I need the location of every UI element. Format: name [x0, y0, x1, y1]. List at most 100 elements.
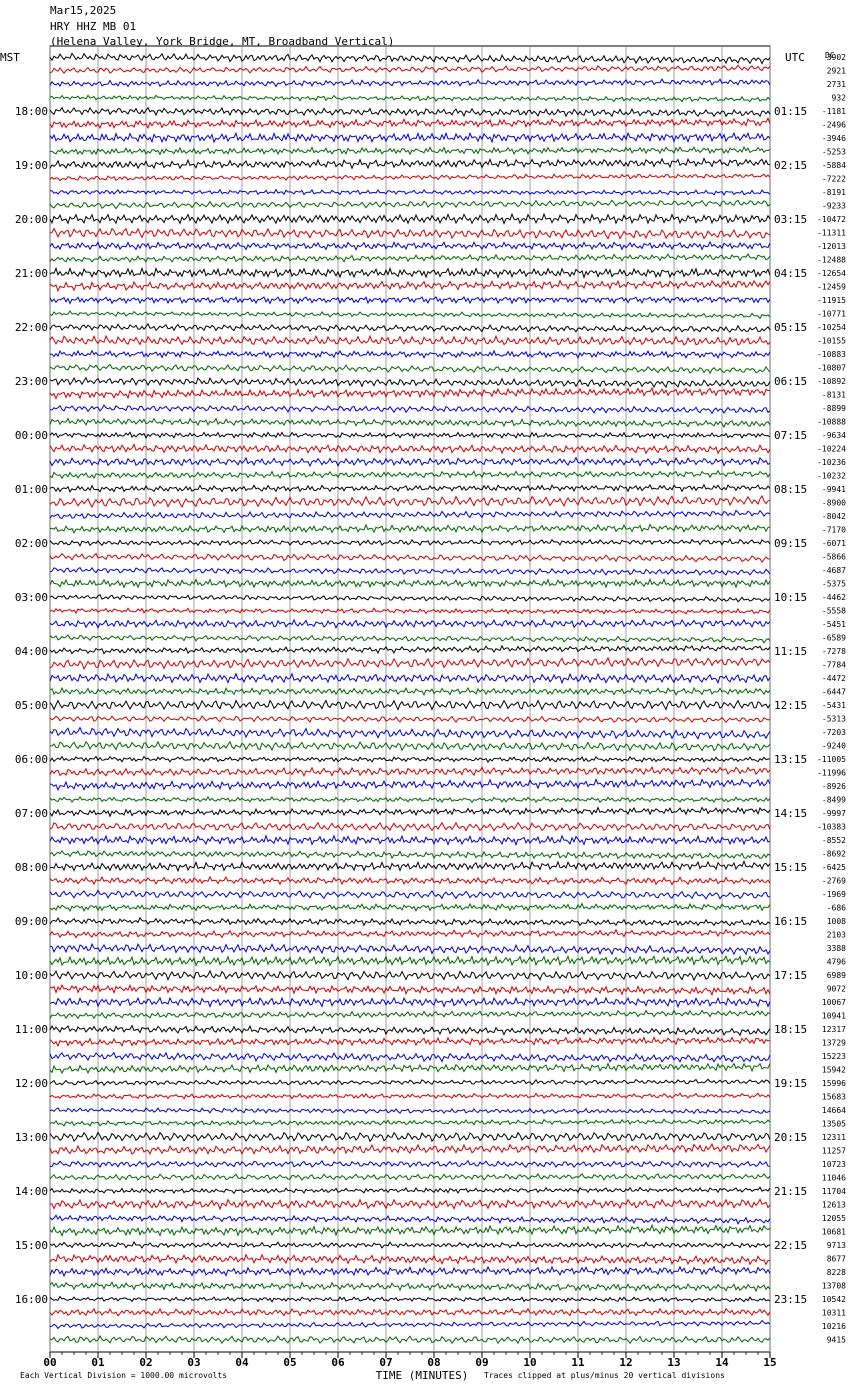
- trace-offset-label: -9240: [822, 742, 846, 751]
- trace-offset-label: 15683: [822, 1093, 846, 1102]
- trace-offset-label: 4796: [827, 958, 846, 967]
- seismic-trace: [49, 740, 771, 752]
- footer-scale-note: Each Vertical Division = 1000.00 microvo…: [20, 1371, 228, 1380]
- trace-offset-label: -10383: [817, 823, 846, 832]
- seismic-trace: [49, 131, 771, 144]
- right-hour-label: 13:15: [774, 753, 807, 766]
- seismic-trace: [49, 386, 771, 400]
- left-hour-label: 10:00: [15, 969, 48, 982]
- trace-offset-label: -5253: [822, 148, 846, 157]
- seismic-trace: [49, 538, 771, 547]
- trace-offset-label: -7222: [822, 175, 846, 184]
- x-tick-label: 15: [763, 1356, 776, 1369]
- trace-offset-label: 11046: [822, 1174, 846, 1183]
- trace-offset-label: 12311: [822, 1133, 846, 1142]
- trace-offset-label: -5375: [822, 580, 846, 589]
- x-tick-label: 12: [619, 1356, 632, 1369]
- seismic-trace: [49, 1295, 771, 1303]
- trace-offset-label: -10892: [817, 377, 846, 386]
- trace-offset-label: -10888: [817, 418, 846, 427]
- trace-offset-label: 12317: [822, 1025, 846, 1034]
- trace-offset-label: -1181: [822, 107, 846, 116]
- trace-offset-label: 13729: [822, 1039, 846, 1048]
- trace-offset-label: 2731: [827, 80, 846, 89]
- seismic-trace: [49, 954, 771, 967]
- seismic-trace: [49, 431, 771, 440]
- seismic-trace: [49, 765, 771, 778]
- right-hour-label: 07:15: [774, 429, 807, 442]
- trace-offset-label: -7203: [822, 728, 846, 737]
- trace-offset-label: -10224: [817, 445, 846, 454]
- seismic-trace: [49, 78, 771, 88]
- trace-offset-label: -10472: [817, 215, 846, 224]
- trace-offset-label: 2103: [827, 931, 846, 940]
- trace-offset-label: -10236: [817, 458, 846, 467]
- left-hour-label: 22:00: [15, 321, 48, 334]
- seismic-trace: [49, 1062, 771, 1075]
- seismic-trace: [49, 983, 771, 997]
- trace-offset-label: -10771: [817, 310, 846, 319]
- right-hour-label: 06:15: [774, 375, 807, 388]
- seismic-trace: [49, 1107, 771, 1115]
- seismic-trace: [49, 266, 771, 280]
- trace-offset-label: -5558: [822, 607, 846, 616]
- trace-offset-label: -8900: [822, 499, 846, 508]
- seismic-trace: [49, 726, 771, 740]
- trace-offset-label: 10311: [822, 1309, 846, 1318]
- seismic-trace: [49, 363, 771, 375]
- x-axis-label: TIME (MINUTES): [376, 1369, 469, 1382]
- footer-clip-note: Traces clipped at plus/minus 20 vertical…: [484, 1371, 725, 1380]
- right-unit-label: DC: [825, 51, 835, 60]
- seismic-trace: [49, 1198, 771, 1211]
- seismic-trace: [49, 634, 771, 644]
- trace-offset-label: 3902: [827, 53, 846, 62]
- seismic-trace: [49, 1319, 771, 1330]
- trace-offset-label: 10723: [822, 1160, 846, 1169]
- left-hour-label: 23:00: [15, 375, 48, 388]
- x-tick-label: 07: [379, 1356, 392, 1369]
- seismic-trace: [49, 1131, 771, 1143]
- trace-offset-label: -3946: [822, 134, 846, 143]
- seismic-trace: [49, 199, 771, 210]
- trace-offset-label: -10155: [817, 337, 846, 346]
- right-hour-label: 22:15: [774, 1239, 807, 1252]
- seismic-trace: [49, 644, 771, 655]
- x-tick-label: 09: [475, 1356, 488, 1369]
- trace-offset-label: 9072: [827, 985, 846, 994]
- header-location: (Helena Valley, York Bridge, MT, Broadba…: [50, 35, 395, 48]
- seismic-trace: [49, 1092, 771, 1100]
- seismic-trace: [49, 1051, 771, 1063]
- trace-offset-label: -7784: [822, 661, 846, 670]
- seismic-trace: [49, 1334, 771, 1345]
- trace-offset-label: 10067: [822, 998, 846, 1007]
- trace-offset-label: -8499: [822, 796, 846, 805]
- seismic-trace: [49, 106, 771, 118]
- seismic-trace: [49, 145, 771, 156]
- trace-offset-label: -8692: [822, 850, 846, 859]
- trace-offset-label: 12055: [822, 1214, 846, 1223]
- left-hour-label: 14:00: [15, 1185, 48, 1198]
- seismic-trace: [49, 686, 771, 697]
- right-hour-label: 19:15: [774, 1077, 807, 1090]
- left-hour-label: 12:00: [15, 1077, 48, 1090]
- x-tick-label: 01: [91, 1356, 105, 1369]
- left-hour-label: 16:00: [15, 1293, 48, 1306]
- seismic-trace: [49, 240, 771, 251]
- trace-offset-label: -8131: [822, 391, 846, 400]
- seismic-trace: [49, 494, 771, 509]
- seismic-trace: [49, 253, 771, 263]
- right-hour-label: 08:15: [774, 483, 807, 496]
- seismic-trace: [49, 942, 771, 956]
- seismic-trace: [49, 322, 771, 334]
- x-tick-label: 10: [523, 1356, 536, 1369]
- trace-offset-label: -6447: [822, 688, 846, 697]
- trace-offset-label: 2921: [827, 67, 846, 76]
- seismic-trace: [49, 795, 771, 804]
- seismic-trace: [49, 1036, 771, 1048]
- trace-offset-label: 13708: [822, 1282, 846, 1291]
- grid: [49, 45, 771, 1358]
- trace-offset-label: -8042: [822, 512, 846, 521]
- trace-offset-label: -11915: [817, 296, 846, 305]
- trace-offset-label: -8899: [822, 404, 846, 413]
